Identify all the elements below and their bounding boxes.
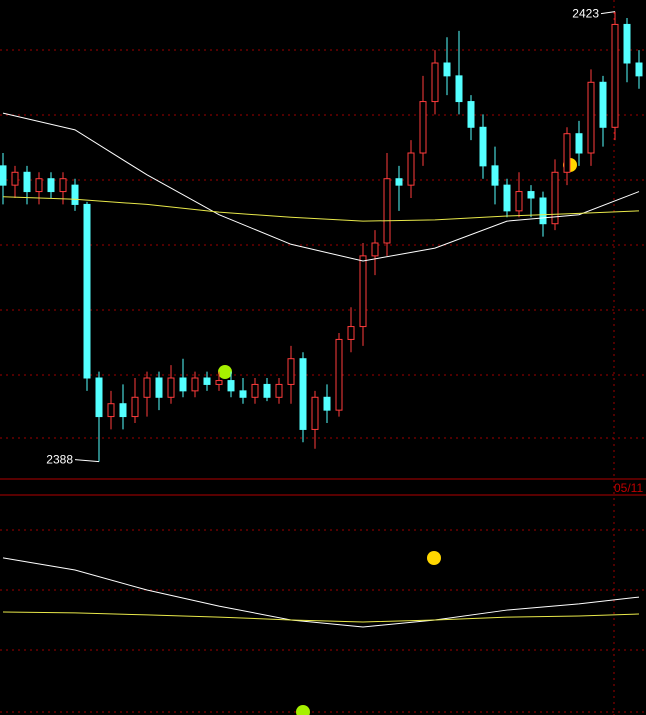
candle-body: [287, 358, 295, 385]
candle-body: [131, 396, 139, 418]
candle-body: [335, 338, 343, 411]
candle-body: [0, 165, 7, 186]
candle-body: [323, 396, 331, 411]
candle-body: [47, 178, 55, 193]
candle-body: [563, 133, 571, 173]
candle-body: [119, 403, 127, 418]
leader-line: [600, 11, 616, 15]
candle-body: [11, 171, 19, 186]
candle-body: [71, 184, 79, 205]
leader-line: [74, 459, 100, 463]
candle-body: [23, 171, 31, 193]
candle-body: [623, 23, 631, 64]
candle-body: [107, 403, 115, 418]
moving-average: [2, 611, 640, 623]
candle-body: [635, 62, 643, 77]
candle-body: [383, 178, 391, 244]
candle-body: [431, 62, 439, 103]
candle-body: [203, 377, 211, 385]
candle-body: [395, 178, 403, 186]
candle-body: [275, 383, 283, 398]
candle-body: [215, 380, 223, 385]
candle-body: [551, 171, 559, 225]
candle-body: [419, 101, 427, 154]
candle-body: [191, 377, 199, 392]
candle-body: [251, 383, 259, 398]
candle-body: [443, 62, 451, 77]
candle-body: [587, 81, 595, 154]
candle-body: [515, 191, 523, 212]
candle-body: [503, 184, 511, 212]
candle-body: [455, 75, 463, 103]
extreme-label: 2423: [572, 7, 599, 21]
candle-body: [575, 133, 583, 154]
candle-body: [407, 152, 415, 186]
candle-body: [347, 326, 355, 340]
candle-body: [227, 380, 235, 392]
candle-body: [143, 377, 151, 398]
candle-body: [371, 242, 379, 257]
candle-body: [491, 165, 499, 186]
moving-average: [2, 196, 640, 222]
candle-body: [35, 178, 43, 193]
candle-body: [155, 377, 163, 398]
moving-average: [2, 557, 640, 628]
candle-body: [359, 255, 367, 328]
candle-body: [239, 390, 247, 398]
candle-body: [311, 396, 319, 430]
icon: [218, 158, 577, 715]
candle-body: [527, 191, 535, 199]
candle-body: [467, 101, 475, 128]
candle-body: [59, 178, 67, 193]
candle-body: [179, 377, 187, 392]
candle-body: [95, 377, 103, 418]
candle-body: [539, 197, 547, 225]
candle-body: [299, 358, 307, 430]
moving-average: [2, 112, 640, 262]
candle-body: [479, 126, 487, 167]
candle-body: [167, 377, 175, 398]
candle-body: [263, 383, 271, 398]
candle-body: [83, 203, 91, 379]
extreme-label: 2388: [46, 453, 73, 467]
candle-body: [611, 23, 619, 128]
date-label: 05/11: [614, 481, 643, 495]
candle-body: [599, 81, 607, 128]
